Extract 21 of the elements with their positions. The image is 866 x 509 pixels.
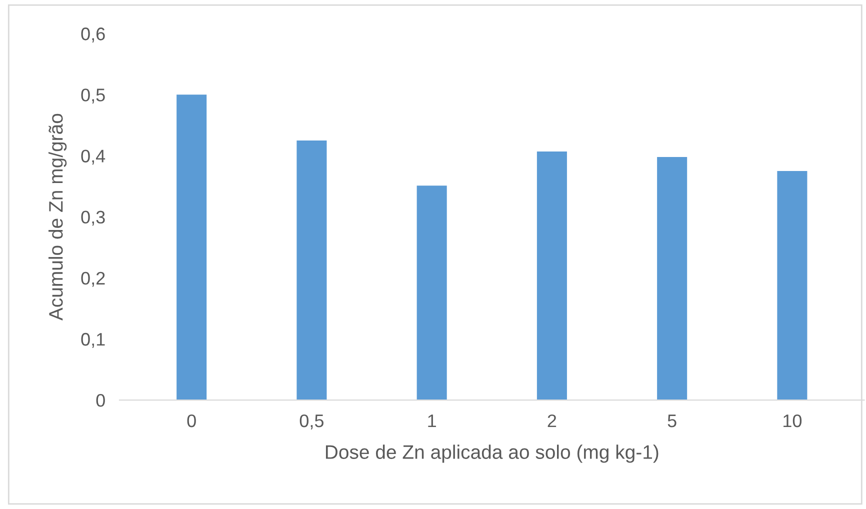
y-tick-label: 0,6 [81, 28, 105, 42]
x-tick-label: 5 [668, 414, 676, 428]
y-tick-label: 0,3 [81, 210, 105, 226]
bar [536, 151, 567, 400]
x-tick-label: 0,5 [300, 414, 324, 430]
y-tick-label: 0,1 [81, 332, 105, 348]
bar [176, 94, 207, 400]
y-tick-label: 0,5 [81, 88, 105, 104]
bar [296, 140, 327, 400]
x-axis-title: Dose de Zn aplicada ao solo (mg kg-1) [326, 444, 658, 463]
bar [777, 171, 808, 400]
y-tick-label: 0 [96, 394, 105, 407]
x-tick-label: 10 [784, 414, 802, 428]
y-tick-label: 0,2 [81, 272, 105, 287]
y-axis-title: Acumulo de Zn mg/grão [48, 114, 67, 321]
y-tick-label: 0,4 [81, 150, 106, 165]
x-tick-label: 1 [428, 414, 436, 428]
x-tick-label: 0 [187, 414, 196, 428]
bar [657, 156, 688, 400]
x-tick-label: 2 [548, 414, 556, 428]
bar [416, 186, 447, 400]
